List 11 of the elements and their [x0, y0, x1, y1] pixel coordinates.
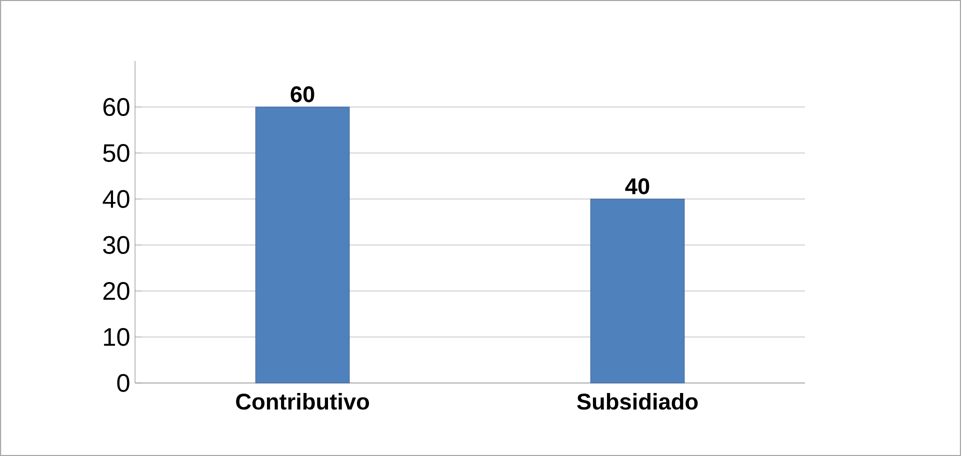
x-tick-label: Subsidiado [577, 393, 698, 410]
y-tick-label: 40 [102, 190, 130, 208]
y-tick-label: 50 [103, 144, 130, 162]
y-tick-label: 10 [104, 328, 130, 346]
y-tick-label: 20 [103, 282, 130, 300]
y-tick-label: 0 [117, 374, 130, 392]
y-tick-label: 60 [103, 98, 130, 116]
y-tick-label: 30 [103, 236, 130, 254]
data-label: 40 [625, 178, 650, 194]
x-tick-label: Contributivo [236, 393, 369, 410]
data-label: 60 [290, 86, 314, 102]
